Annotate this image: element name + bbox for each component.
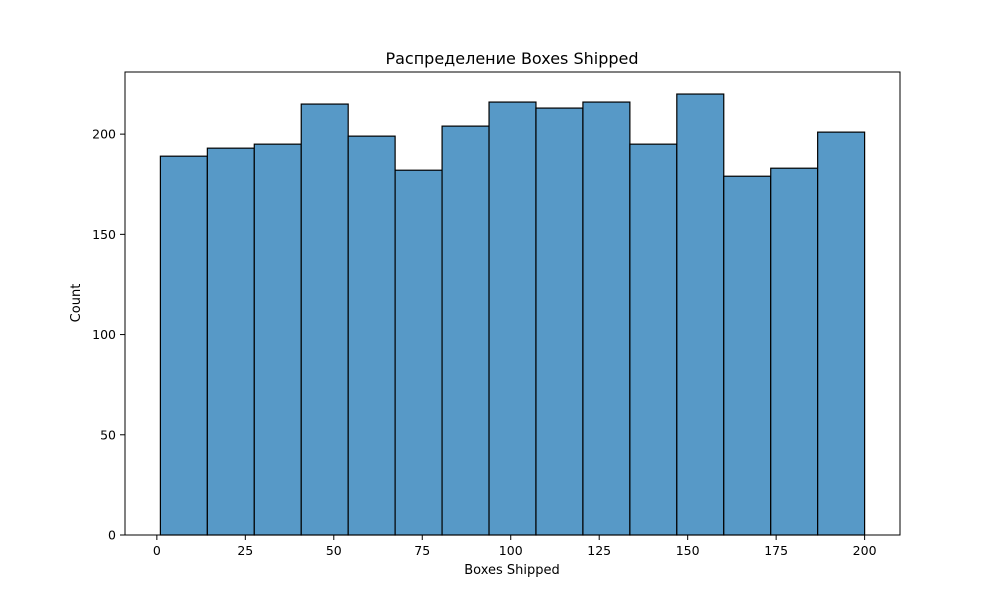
histogram-bar-5 [347, 135, 396, 536]
histogram-bar-9 [535, 107, 584, 536]
histogram-bar-2 [206, 147, 255, 536]
histogram-bar-11 [629, 143, 678, 536]
x-tick-label: 0 [153, 543, 161, 558]
x-tick-label: 75 [414, 543, 430, 558]
x-tick-label: 100 [499, 543, 523, 558]
histogram-bar-12 [676, 93, 725, 536]
histogram-bar-3 [253, 143, 302, 536]
chart-title: Распределение Boxes Shipped [385, 49, 638, 68]
x-tick-label: 150 [676, 543, 700, 558]
y-tick-label: 200 [92, 127, 116, 142]
histogram-bar-8 [488, 101, 537, 536]
y-axis-label: Count [69, 284, 84, 323]
x-axis-label: Boxes Shipped [464, 563, 560, 578]
x-tick-label: 50 [326, 543, 342, 558]
histogram-bar-13 [723, 175, 772, 536]
plot-frame [124, 71, 901, 536]
histogram-bar-4 [300, 103, 349, 536]
x-tick-label: 175 [764, 543, 788, 558]
histogram-bar-14 [770, 167, 819, 536]
histogram-bar-1 [159, 155, 208, 536]
y-tick-label: 0 [108, 528, 116, 543]
y-tick-label: 150 [92, 227, 116, 242]
x-axis: 0 25 50 75 100 125 150 175 200 [153, 535, 877, 558]
x-tick-label: 125 [587, 543, 611, 558]
x-tick-label: 25 [237, 543, 253, 558]
x-tick-label: 200 [853, 543, 877, 558]
histogram-bar-15 [817, 131, 866, 536]
y-tick-label: 50 [100, 427, 116, 442]
histogram-bar-6 [394, 169, 443, 536]
y-axis: 0 50 100 150 200 [92, 127, 125, 543]
bars-group [159, 93, 866, 536]
y-tick-label: 100 [92, 327, 116, 342]
histogram-bar-7 [441, 125, 490, 536]
histogram-bar-10 [582, 101, 631, 536]
